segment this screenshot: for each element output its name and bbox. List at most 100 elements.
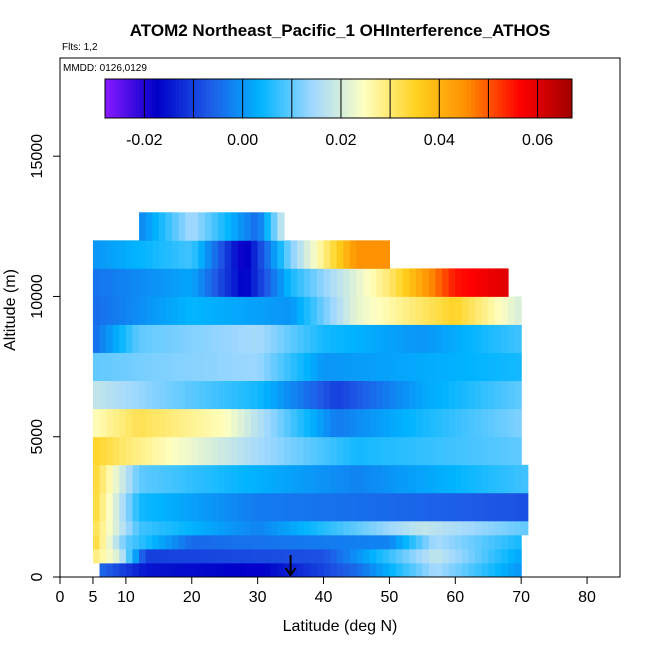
heatmap-cell: [106, 352, 114, 382]
heatmap-cell: [218, 436, 226, 466]
heatmap-cell: [198, 562, 206, 578]
heatmap-cell: [396, 520, 404, 536]
heatmap-cell: [185, 520, 193, 536]
heatmap-cell: [218, 408, 226, 438]
heatmap-cell: [415, 464, 423, 494]
heatmap-cell: [475, 352, 483, 382]
heatmap-cell: [218, 268, 226, 297]
heatmap-cell: [139, 408, 147, 438]
colorbar-swatch: [143, 79, 149, 118]
heatmap-cell: [119, 562, 127, 578]
heatmap-cell: [336, 268, 344, 297]
heatmap-cell: [349, 352, 358, 382]
heatmap-cell: [244, 464, 252, 494]
heatmap-cell: [415, 380, 423, 410]
heatmap-cell: [363, 520, 371, 536]
heatmap-cell: [125, 352, 134, 382]
heatmap-cell: [244, 380, 252, 410]
heatmap-cell: [336, 380, 344, 410]
heatmap-cell: [376, 520, 384, 536]
heatmap-cell: [132, 240, 140, 269]
heatmap-cell: [382, 296, 391, 325]
heatmap-cell: [231, 352, 239, 382]
heatmap-cell: [158, 212, 167, 241]
heatmap-cell: [270, 268, 279, 297]
heatmap-cell: [415, 324, 423, 353]
heatmap-cell: [494, 492, 503, 522]
heatmap-cell: [336, 492, 344, 522]
heatmap-cell: [369, 562, 377, 578]
heatmap-cell: [349, 408, 358, 438]
heatmap-cell: [178, 548, 186, 564]
x-tick-label: 10: [117, 589, 135, 606]
heatmap-cell: [297, 268, 305, 297]
heatmap-cell: [224, 520, 232, 536]
colorbar-swatch: [256, 79, 262, 118]
colorbar-swatch: [291, 79, 297, 118]
colorbar-swatch: [439, 79, 445, 118]
heatmap-cell: [172, 548, 180, 564]
heatmap-cell: [442, 408, 450, 438]
heatmap-cell: [106, 436, 114, 466]
heatmap-cell: [336, 436, 344, 466]
heatmap-cell: [369, 534, 377, 550]
heatmap-cell: [343, 548, 351, 564]
heatmap-cell: [211, 534, 219, 550]
heatmap-cell: [422, 352, 430, 382]
heatmap-cell: [92, 352, 101, 382]
heatmap-cell: [501, 464, 509, 494]
heatmap-cell: [448, 562, 456, 578]
heatmap-cell: [251, 408, 259, 438]
heatmap-cell: [297, 408, 305, 438]
heatmap-cell: [106, 464, 114, 494]
colorbar-swatch: [509, 79, 515, 118]
heatmap-cell: [448, 408, 456, 438]
heatmap-cell: [396, 408, 404, 438]
heatmap-cell: [119, 464, 127, 494]
heatmap-cell: [481, 324, 489, 353]
heatmap-cell: [178, 520, 186, 536]
heatmap-layer: [92, 212, 529, 578]
heatmap-cell: [231, 296, 239, 325]
heatmap-cell: [297, 534, 305, 550]
heatmap-cell: [323, 534, 331, 550]
heatmap-cell: [494, 436, 503, 466]
heatmap-cell: [270, 534, 279, 550]
heatmap-cell: [442, 548, 450, 564]
heatmap-cell: [277, 296, 285, 325]
colorbar-swatch: [560, 79, 565, 118]
colorbar-swatch: [307, 79, 312, 118]
heatmap-cell: [277, 408, 285, 438]
flights-annotation: Flts: 1,2: [62, 42, 98, 53]
heatmap-cell: [244, 534, 252, 550]
heatmap-cell: [428, 436, 437, 466]
heatmap-cell: [343, 268, 351, 297]
heatmap-cell: [251, 548, 259, 564]
heatmap-cell: [165, 464, 173, 494]
heatmap-cell: [145, 464, 153, 494]
heatmap-cell: [316, 296, 325, 325]
heatmap-cell: [349, 240, 358, 269]
heatmap-cell: [349, 380, 358, 410]
heatmap-cell: [119, 520, 127, 536]
heatmap-cell: [356, 268, 364, 297]
colorbar-swatch: [311, 79, 316, 118]
heatmap-cell: [152, 408, 160, 438]
heatmap-cell: [178, 240, 186, 269]
heatmap-cell: [422, 464, 430, 494]
heatmap-cell: [396, 380, 404, 410]
heatmap-cell: [356, 296, 364, 325]
colorbar-swatch: [108, 79, 114, 118]
colorbar-swatch: [284, 79, 289, 118]
heatmap-cell: [231, 520, 239, 536]
colorbar-swatch: [210, 79, 215, 118]
heatmap-cell: [99, 408, 107, 438]
colorbar-tick-label: 0.02: [325, 132, 356, 149]
heatmap-cell: [310, 296, 318, 325]
heatmap-cell: [284, 548, 292, 564]
colorbar-swatch: [385, 79, 390, 118]
heatmap-cell: [99, 296, 107, 325]
heatmap-cell: [139, 212, 147, 241]
heatmap-cell: [125, 520, 134, 536]
heatmap-cell: [237, 436, 246, 466]
